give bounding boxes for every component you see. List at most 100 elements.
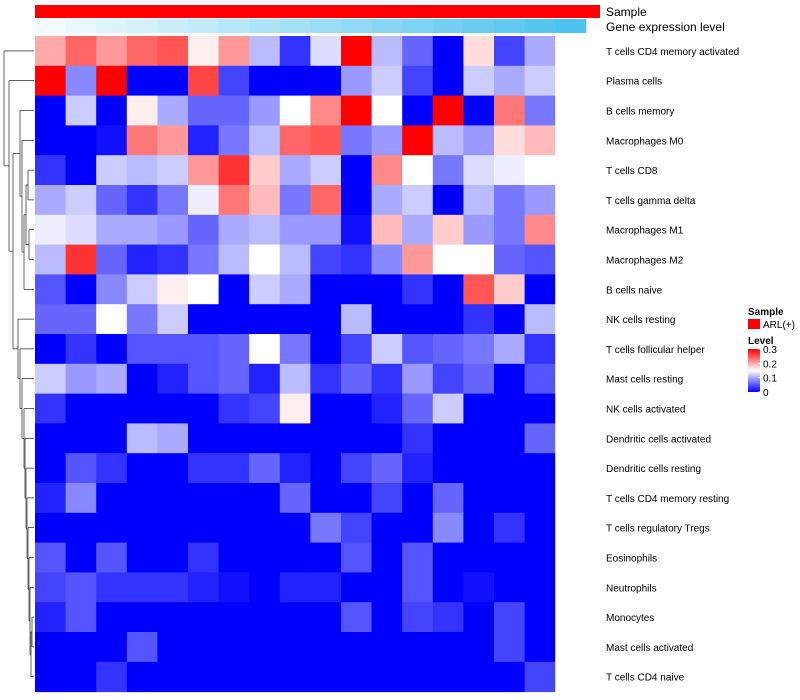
heatmap-cell: [157, 155, 189, 186]
row-label: Macrophages M2: [606, 256, 684, 267]
heatmap-cell: [35, 36, 67, 67]
heatmap-cell: [494, 274, 526, 305]
heatmap-cell: [555, 155, 587, 186]
heatmap-cell: [432, 155, 464, 186]
heatmap-cell: [524, 483, 556, 514]
heatmap-cell: [524, 274, 556, 305]
heatmap-cell: [126, 661, 158, 693]
heatmap-cell: [432, 274, 464, 305]
heatmap-cell: [249, 393, 281, 424]
heatmap-cell: [463, 483, 495, 514]
gene-expression-annotation-cell: [402, 19, 434, 33]
heatmap-cell: [494, 542, 526, 573]
heatmap-cell: [524, 95, 556, 126]
heatmap-cell: [341, 214, 373, 246]
heatmap-cell: [371, 393, 403, 424]
heatmap-cell: [402, 572, 434, 603]
heatmap-cell: [310, 274, 342, 305]
heatmap-cell: [371, 244, 403, 275]
gene-expression-annotation-cell: [126, 19, 158, 33]
heatmap-cell: [96, 512, 128, 544]
heatmap-cell: [402, 393, 434, 424]
gene-expression-annotation-cell: [35, 19, 67, 33]
row-labels: T cells CD4 memory activated Plasma cells…: [606, 47, 739, 684]
heatmap-cell: [35, 393, 67, 424]
heatmap-cell: [463, 304, 495, 335]
heatmap-cell: [310, 542, 342, 573]
heatmap-cell: [555, 274, 587, 305]
heatmap-cell: [402, 661, 434, 693]
heatmap-cell: [188, 453, 220, 484]
heatmap-cell: [341, 36, 373, 67]
heatmap-cell: [249, 65, 281, 97]
heatmap-cell: [157, 393, 189, 424]
heatmap-cell: [35, 632, 67, 663]
heatmap-cell: [402, 602, 434, 633]
heatmap-cell: [126, 155, 158, 186]
heatmap-cell: [310, 65, 342, 97]
heatmap-cell: [341, 661, 373, 693]
heatmap-cell: [402, 453, 434, 484]
heatmap-cell: [310, 572, 342, 603]
row-dendrogram: [3, 50, 34, 678]
heatmap-cell: [432, 65, 464, 97]
heatmap-cell: [402, 423, 434, 454]
heatmap-cell: [341, 453, 373, 484]
heatmap-cell: [341, 65, 373, 97]
heatmap-cell: [555, 334, 587, 365]
heatmap-cell: [402, 363, 434, 395]
heatmap-cell: [188, 155, 220, 186]
heatmap-cell: [218, 363, 250, 395]
heatmap-cell: [371, 65, 403, 97]
level-legend-tick-label: 0.1: [763, 374, 777, 385]
heatmap-cell: [371, 483, 403, 514]
heatmap-cell: [157, 661, 189, 693]
heatmap-cell: [279, 95, 311, 126]
heatmap-cell: [402, 483, 434, 514]
heatmap-cell: [524, 572, 556, 603]
gene-expression-annotation-cell: [341, 19, 373, 33]
heatmap-cell: [65, 65, 97, 97]
heatmap-cell: [310, 95, 342, 126]
heatmap-cell: [188, 483, 220, 514]
heatmap-cell: [402, 244, 434, 275]
heatmap-cell: [279, 602, 311, 633]
heatmap-cell: [126, 423, 158, 454]
heatmap-cell: [524, 36, 556, 67]
heatmap-cell: [524, 185, 556, 216]
heatmap-cell: [463, 542, 495, 573]
heatmap-cell: [279, 423, 311, 454]
row-label: Macrophages M1: [606, 226, 684, 237]
heatmap-cell: [188, 304, 220, 335]
heatmap-cell: [463, 155, 495, 186]
heatmap-cells: [35, 36, 587, 693]
heatmap-cell: [157, 602, 189, 633]
row-label: NK cells resting: [606, 315, 675, 326]
heatmap-cell: [65, 483, 97, 514]
heatmap-cell: [249, 483, 281, 514]
heatmap-cell: [279, 393, 311, 424]
heatmap-cell: [279, 334, 311, 365]
heatmap-cell: [188, 602, 220, 633]
gene-expression-annotation-cell: [371, 19, 403, 33]
heatmap-cell: [494, 363, 526, 395]
heatmap-cell: [249, 214, 281, 246]
heatmap-cell: [341, 423, 373, 454]
heatmap-cell: [188, 214, 220, 246]
sample-legend-swatch: [748, 319, 760, 329]
heatmap-cell: [249, 274, 281, 305]
row-label: Plasma cells: [606, 77, 662, 88]
heatmap-cell: [65, 244, 97, 275]
heatmap-cell: [463, 512, 495, 544]
heatmap-cell: [157, 572, 189, 603]
heatmap-cell: [218, 185, 250, 216]
heatmap-cell: [371, 214, 403, 246]
heatmap-cell: [96, 65, 128, 97]
heatmap-cell: [494, 512, 526, 544]
heatmap-cell: [279, 542, 311, 573]
gene-expression-annotation-cell: [188, 19, 220, 33]
heatmap-cell: [157, 423, 189, 454]
row-label: NK cells activated: [606, 405, 685, 416]
gene-expression-annotation-cell: [310, 19, 342, 33]
heatmap-cell: [463, 274, 495, 305]
